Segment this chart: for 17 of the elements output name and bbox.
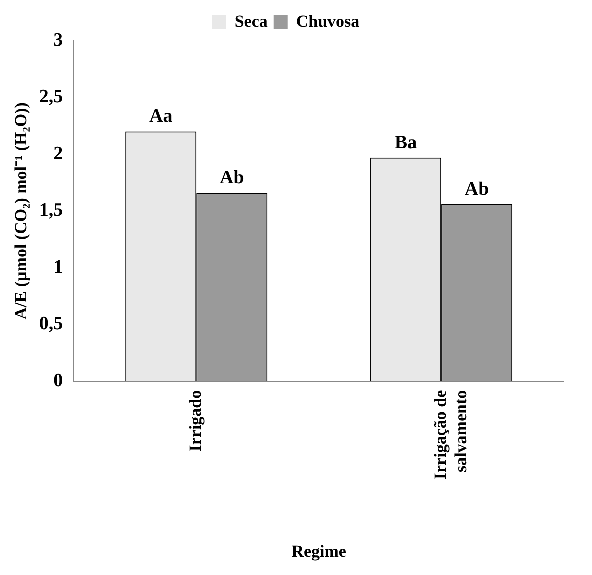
y-tick-label: 3 xyxy=(54,30,64,51)
annotation: Ab xyxy=(220,167,244,188)
y-tick-label: 2,5 xyxy=(39,86,64,108)
y-tick-label: 1 xyxy=(54,256,64,278)
annotation: Ba xyxy=(394,132,418,154)
y-axis-title: A/E (µmol (CO₂) mol⁻¹ (H₂O)) xyxy=(12,102,31,320)
x-tick-label: Irrigado xyxy=(186,390,206,452)
legend-label: Chuvosa xyxy=(296,12,360,31)
annotation: Ab xyxy=(464,178,490,200)
y-tick-label: 0,5 xyxy=(39,314,64,335)
x-tick-label: Irrigação de salvamento xyxy=(430,390,470,480)
y-tick-label: 1,5 xyxy=(39,200,64,222)
annotation: Aa xyxy=(149,106,174,128)
y-tick-label: 2 xyxy=(54,143,64,164)
y-tick-label: 0 xyxy=(54,370,64,392)
legend-label: Seca xyxy=(234,12,268,31)
x-axis-title: Regime xyxy=(292,542,347,562)
